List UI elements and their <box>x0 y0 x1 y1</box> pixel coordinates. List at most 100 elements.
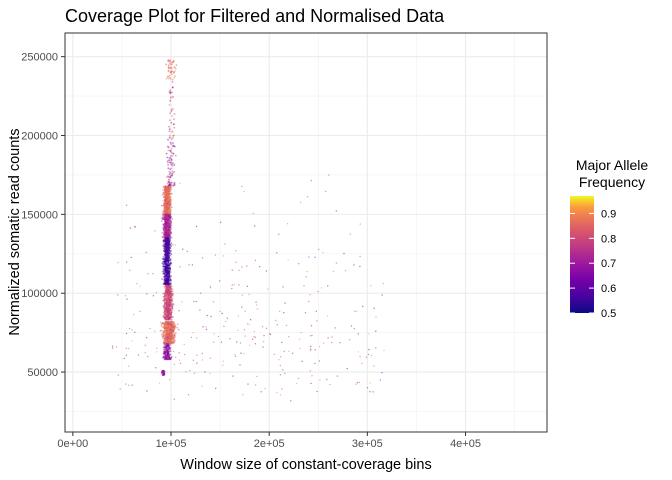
data-point <box>171 91 174 94</box>
data-point <box>165 221 168 224</box>
data-point <box>167 192 170 194</box>
data-point <box>168 199 171 202</box>
data-point <box>167 202 169 205</box>
data-point <box>163 208 166 210</box>
data-point <box>166 209 169 212</box>
data-point <box>181 301 183 303</box>
data-point <box>166 219 168 222</box>
data-point <box>125 204 128 206</box>
data-point <box>166 214 169 216</box>
data-point <box>167 203 169 206</box>
data-point <box>165 201 168 204</box>
data-point <box>165 270 168 273</box>
data-point <box>168 188 171 191</box>
data-point <box>318 360 320 362</box>
data-point <box>169 168 172 171</box>
data-point <box>168 211 171 213</box>
data-point <box>162 266 165 268</box>
data-point <box>124 295 127 297</box>
data-point <box>170 148 173 150</box>
data-point <box>167 340 169 343</box>
data-point <box>166 216 169 219</box>
data-point <box>204 371 206 373</box>
data-point <box>164 196 167 199</box>
data-point <box>167 233 170 236</box>
data-point <box>231 269 233 271</box>
data-point <box>165 190 168 193</box>
data-point <box>262 340 265 343</box>
data-point <box>168 288 171 290</box>
data-point <box>164 189 167 191</box>
data-point <box>238 269 240 272</box>
data-point <box>171 61 174 64</box>
data-point <box>248 293 250 296</box>
data-point <box>189 369 191 372</box>
data-point <box>167 189 170 192</box>
data-point <box>168 193 171 195</box>
data-point <box>165 197 168 200</box>
data-point <box>169 174 172 177</box>
data-point <box>165 255 168 258</box>
data-point <box>165 224 168 227</box>
data-point <box>215 387 217 390</box>
data-point <box>165 347 168 350</box>
data-point <box>165 206 168 209</box>
data-point <box>167 199 170 202</box>
data-point <box>164 208 167 211</box>
data-point <box>137 354 140 356</box>
data-point <box>165 277 168 280</box>
data-point <box>187 394 190 396</box>
data-point <box>167 189 169 192</box>
data-point <box>169 262 172 264</box>
data-point <box>315 310 317 312</box>
data-point <box>165 192 168 195</box>
data-point <box>167 205 170 208</box>
data-point <box>165 205 167 207</box>
data-point <box>168 213 170 216</box>
data-point <box>166 358 169 361</box>
data-point <box>243 329 246 331</box>
data-point <box>167 326 170 328</box>
data-point <box>288 350 290 353</box>
data-point <box>279 364 282 367</box>
data-point <box>164 203 167 206</box>
legend-tick-label: 0.9 <box>601 208 616 220</box>
data-point <box>309 349 312 352</box>
data-point <box>256 308 258 310</box>
data-point <box>173 398 175 400</box>
data-point <box>320 287 323 289</box>
data-point <box>165 211 167 214</box>
data-point <box>165 210 168 213</box>
data-point <box>155 367 157 369</box>
data-point <box>279 374 282 376</box>
data-point <box>168 317 170 319</box>
data-point <box>169 210 171 213</box>
data-point <box>166 194 169 197</box>
data-point <box>163 223 166 225</box>
data-point <box>164 189 167 192</box>
data-point <box>168 191 171 194</box>
data-point <box>165 191 167 194</box>
data-point <box>382 283 385 285</box>
data-point <box>164 203 167 205</box>
data-point <box>166 209 169 212</box>
data-point <box>170 253 173 256</box>
data-point <box>166 223 169 226</box>
data-point <box>167 198 170 201</box>
data-point <box>168 193 171 196</box>
data-point <box>166 209 169 212</box>
data-point <box>164 191 166 194</box>
data-point <box>173 113 176 116</box>
data-point <box>166 207 169 209</box>
data-point <box>169 202 171 205</box>
data-point <box>165 332 168 335</box>
data-point <box>168 192 171 195</box>
data-point <box>229 338 231 340</box>
data-point <box>169 231 172 234</box>
data-point <box>164 188 167 191</box>
data-point <box>166 145 169 148</box>
data-point <box>168 119 171 122</box>
data-point <box>162 305 165 308</box>
data-point <box>163 209 166 212</box>
